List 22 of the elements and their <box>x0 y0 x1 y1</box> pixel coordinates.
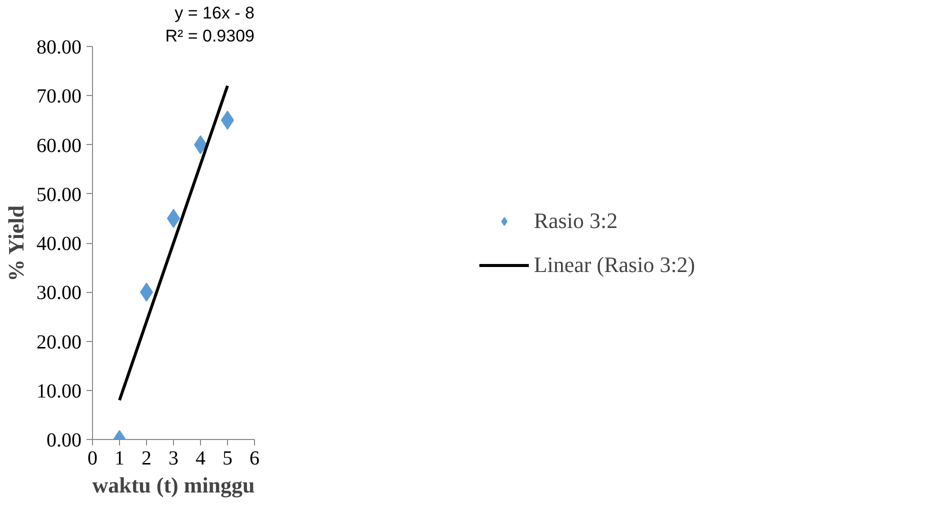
x-tick-label: 5 <box>222 448 232 470</box>
y-tick-label: 40.00 <box>36 233 82 255</box>
x-tick-label: 3 <box>168 448 178 470</box>
y-tick-label: 20.00 <box>36 331 82 354</box>
y-tick-label: 0.00 <box>46 430 82 452</box>
y-tick-label: 50.00 <box>36 184 82 206</box>
y-tick-label: 10.00 <box>36 380 82 402</box>
y-tick-label: 70.00 <box>36 86 82 108</box>
text: R² = 0.9309 <box>165 26 255 46</box>
x-tick-label: 1 <box>114 448 124 470</box>
legend-label: Rasio 3:2 <box>534 208 618 234</box>
x-tick-label: 2 <box>142 448 152 470</box>
y-tick-label: 30.00 <box>36 282 82 304</box>
legend-label: Linear (Rasio 3:2) <box>534 252 696 278</box>
y-tick-label: 80.00 <box>36 36 82 58</box>
x-tick-label: 4 <box>196 448 206 470</box>
x-axis-title: waktu (t) minggu <box>92 472 255 498</box>
text: y = 16x - 8 <box>174 4 255 22</box>
x-tick-label: 6 <box>250 448 260 470</box>
x-tick-label: 0 <box>88 448 98 470</box>
y-tick-label: 60.00 <box>36 134 82 157</box>
y-axis-title: % Yield <box>4 205 28 282</box>
